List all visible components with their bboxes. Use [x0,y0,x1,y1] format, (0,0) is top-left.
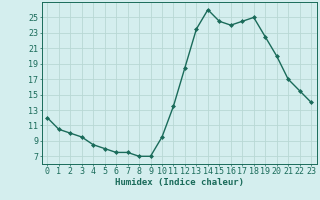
X-axis label: Humidex (Indice chaleur): Humidex (Indice chaleur) [115,178,244,187]
